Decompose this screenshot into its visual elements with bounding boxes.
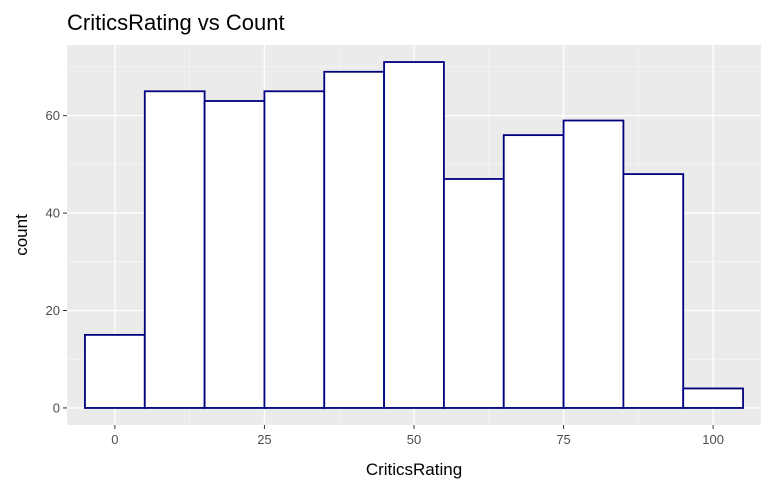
histogram-bar bbox=[502, 134, 565, 409]
histogram-bar bbox=[682, 387, 744, 409]
y-tick-label: 60 bbox=[46, 108, 60, 123]
x-tick-labels: 0 25 50 75 100 bbox=[111, 432, 724, 447]
y-tick-labels: 0 20 40 60 bbox=[46, 108, 60, 415]
histogram-bar bbox=[84, 333, 146, 409]
axis-ticks bbox=[63, 115, 714, 429]
histogram-bars bbox=[84, 61, 744, 409]
histogram-bar bbox=[323, 70, 385, 409]
histogram-bar bbox=[263, 90, 326, 409]
histogram-bar bbox=[203, 100, 266, 409]
x-tick-label: 50 bbox=[407, 432, 421, 447]
histogram-bar bbox=[443, 178, 505, 409]
histogram-bar bbox=[383, 61, 445, 409]
y-tick-label: 20 bbox=[46, 303, 60, 318]
histogram-bar bbox=[143, 90, 206, 409]
x-tick-label: 25 bbox=[257, 432, 271, 447]
x-tick-label: 0 bbox=[111, 432, 118, 447]
y-tick-label: 40 bbox=[46, 206, 60, 221]
x-tick-label: 75 bbox=[556, 432, 570, 447]
histogram-bar bbox=[562, 119, 625, 409]
histogram-bar bbox=[622, 173, 685, 409]
y-axis-title: count bbox=[12, 214, 31, 256]
x-tick-label: 100 bbox=[702, 432, 724, 447]
x-axis-title: CriticsRating bbox=[366, 460, 462, 479]
y-tick-label: 0 bbox=[53, 400, 60, 415]
chart-title: CriticsRating vs Count bbox=[67, 10, 285, 35]
